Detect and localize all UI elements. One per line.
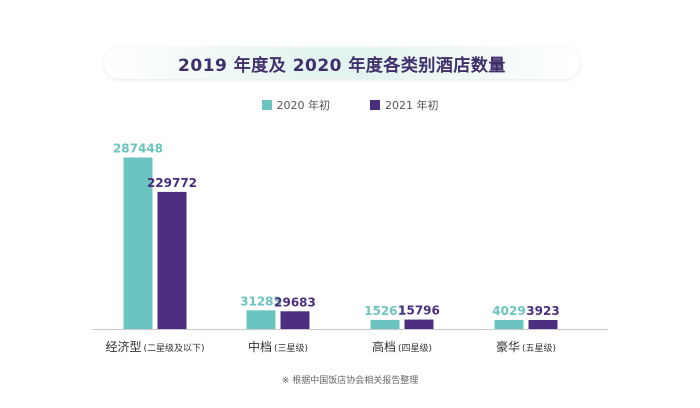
chart-title: 2019 年度及 2020 年度各类别酒店数量	[178, 55, 506, 76]
legend-label-2021: 2021 年初	[385, 99, 439, 112]
data-label-2020-cat2: 15261	[364, 304, 406, 318]
bar-2021-cat3	[528, 320, 558, 329]
bar-2021-cat1	[280, 311, 310, 329]
data-label-2020-cat0: 287448	[113, 141, 163, 155]
category-label-3: 豪华 (五星级)	[496, 339, 556, 354]
chart-legend: 2020 年初 2021 年初	[0, 97, 700, 113]
legend-swatch-2020	[261, 100, 272, 110]
data-label-2021-cat0: 229772	[147, 176, 197, 190]
data-label-2020-cat1: 31283	[240, 294, 282, 308]
data-label-2021-cat3: 3923	[526, 304, 559, 318]
bar-2021-cat0	[157, 191, 187, 329]
legend-item-2020: 2020 年初	[261, 97, 331, 113]
bar-2020-cat3	[494, 320, 524, 329]
category-label-0: 经济型 (二星级及以下)	[105, 339, 204, 354]
bar-2020-cat0	[123, 157, 153, 329]
chart-title-banner: 2019 年度及 2020 年度各类别酒店数量	[104, 47, 580, 79]
data-label-2021-cat1: 29683	[274, 295, 316, 309]
source-footnote: ※ 根据中国饭店协会相关报告整理	[281, 376, 419, 386]
bar-2021-cat2	[404, 319, 434, 329]
data-label-2021-cat2: 15796	[398, 304, 440, 318]
category-label-2: 高档 (四星级)	[372, 339, 432, 354]
legend-label-2020: 2020 年初	[276, 99, 331, 112]
legend-swatch-2021	[370, 100, 380, 110]
data-label-2020-cat3: 4029	[492, 304, 525, 318]
bar-2020-cat1	[246, 310, 276, 329]
category-label-1: 中档 (三星级)	[248, 339, 308, 354]
bar-2020-cat2	[370, 319, 400, 329]
legend-item-2021: 2021 年初	[370, 97, 439, 113]
